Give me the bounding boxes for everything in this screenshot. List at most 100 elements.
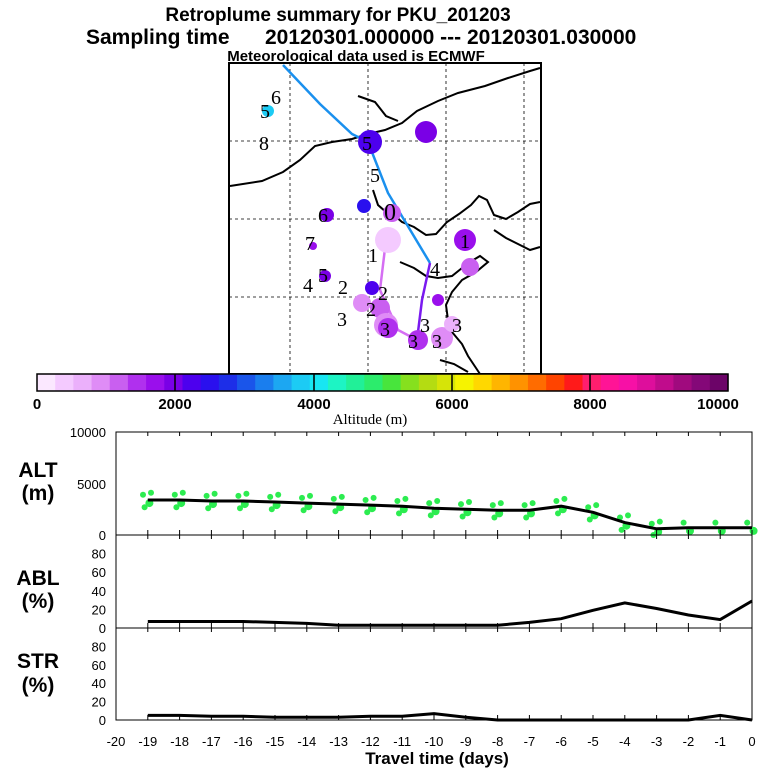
- alt-scatter-point: [173, 504, 179, 510]
- x-tick-label: -1: [714, 734, 726, 749]
- alt-scatter-point: [681, 520, 687, 526]
- x-tick-label: -20: [107, 734, 126, 749]
- colorbar-swatch: [655, 374, 674, 391]
- day-label: 4: [303, 275, 313, 297]
- day-label: 7: [305, 233, 315, 255]
- alt-scatter-point: [426, 500, 432, 506]
- colorbar-swatch: [383, 374, 402, 391]
- x-tick-label: -17: [202, 734, 221, 749]
- str-ytick-label: 0: [99, 713, 106, 728]
- alt-scatter-point: [593, 502, 599, 508]
- alt-scatter-point: [649, 521, 655, 527]
- colorbar-swatch: [73, 374, 92, 391]
- colorbar-tick-label: 2000: [158, 396, 191, 413]
- colorbar-swatch: [292, 374, 311, 391]
- alt-scatter-point: [331, 496, 337, 502]
- x-axis-title: Travel time (days): [365, 749, 509, 768]
- alt-scatter-point: [299, 495, 305, 501]
- x-tick-label: -5: [587, 734, 599, 749]
- colorbar-tick-label: 6000: [435, 396, 468, 413]
- altitude-colorbar: 0 2000 4000 6000 8000 10000 Altitude (m): [33, 374, 739, 428]
- cluster-day4-east: [461, 258, 479, 276]
- colorbar-swatch: [273, 374, 292, 391]
- alt-scatter-point: [530, 500, 536, 506]
- alt-scatter-point: [619, 527, 625, 533]
- str-ytick-label: 40: [92, 676, 106, 691]
- colorbar-swatch: [710, 374, 729, 391]
- alt-scatter-point: [237, 505, 243, 511]
- x-tick-label: 0: [748, 734, 755, 749]
- colorbar-swatch: [419, 374, 438, 391]
- colorbar-swatch: [346, 374, 365, 391]
- alt-scatter-point: [553, 498, 559, 504]
- colorbar-swatch: [546, 374, 565, 391]
- cluster-day5-east: [415, 121, 437, 143]
- day-label: 3: [337, 309, 347, 331]
- str-ytick-label: 80: [92, 639, 106, 654]
- alt-scatter-point: [363, 497, 369, 503]
- alt-scatter-point: [396, 510, 402, 516]
- sampling-time-range: 20120301.000000 --- 20120301.030000: [265, 26, 636, 49]
- alt-scatter-point: [204, 493, 210, 499]
- colorbar-swatch: [310, 374, 329, 391]
- x-tick-label: -6: [555, 734, 567, 749]
- colorbar-swatch: [92, 374, 111, 391]
- colorbar-swatch: [673, 374, 692, 391]
- cluster-day1-coast: [432, 294, 444, 306]
- abl-ytick-label: 20: [92, 602, 106, 617]
- alt-scatter-point: [394, 498, 400, 504]
- abl-panel: ABL (%) 806040200: [16, 535, 752, 636]
- alt-panel: ALT (m) 10000 5000 0: [18, 425, 757, 543]
- str-ylabel-unit: (%): [22, 674, 55, 697]
- day-label: 8: [259, 133, 269, 155]
- alt-panel-frame: [116, 432, 752, 535]
- day-label: 2: [338, 277, 348, 299]
- alt-ylabel-unit: (m): [22, 482, 55, 505]
- colorbar-swatch: [601, 374, 620, 391]
- colorbar-tick-label: 8000: [573, 396, 606, 413]
- day-label: 2: [366, 299, 376, 321]
- alt-scatter-point: [267, 494, 273, 500]
- abl-ylabel: ABL: [16, 567, 59, 590]
- day-label: 3: [452, 315, 462, 337]
- colorbar-swatches: [37, 374, 729, 391]
- day-label: 6: [318, 205, 328, 227]
- alt-scatter-point: [522, 502, 528, 508]
- alt-scatter-point: [142, 504, 148, 510]
- colorbar-title: Altitude (m): [333, 412, 408, 428]
- str-ytick-label: 20: [92, 695, 106, 710]
- colorbar-swatch: [110, 374, 129, 391]
- alt-scatter-point: [371, 495, 377, 501]
- x-tick-label: -11: [393, 734, 411, 749]
- map-panel: 5 6 8 6 5 5 0 7 1 1 4 5 4 2 2 3 2 3 3 3 …: [229, 63, 541, 374]
- alt-scatter-point: [212, 491, 218, 497]
- x-tick-label: -3: [651, 734, 663, 749]
- alt-scatter-point: [434, 498, 440, 504]
- x-tick-label: -18: [170, 734, 189, 749]
- alt-scatter-point: [460, 514, 466, 520]
- alt-scatter-point: [307, 493, 313, 499]
- colorbar-swatch: [364, 374, 383, 391]
- colorbar-swatch: [473, 374, 492, 391]
- alt-scatter-point: [498, 500, 504, 506]
- alt-xticks: [116, 432, 752, 535]
- alt-scatter-point: [205, 505, 211, 511]
- day-label: 6: [271, 87, 281, 109]
- colorbar-tick-label: 10000: [697, 396, 739, 413]
- sampling-time-label: Sampling time: [86, 26, 230, 49]
- alt-scatter-point: [657, 519, 663, 525]
- abl-line: [148, 601, 752, 625]
- alt-scatter-point: [332, 508, 338, 514]
- alt-scatter-point: [275, 492, 281, 498]
- alt-scatter-point: [490, 502, 496, 508]
- str-xticks: [116, 628, 752, 720]
- colorbar-tick-label: 0: [33, 396, 41, 413]
- day-label: 1: [368, 245, 378, 267]
- abl-ytick-label: 80: [92, 547, 106, 562]
- colorbar-tick-label: 4000: [297, 396, 330, 413]
- alt-scatter-point: [148, 490, 154, 496]
- str-line: [148, 714, 752, 720]
- colorbar-swatch: [55, 374, 74, 391]
- x-tick-label: -12: [361, 734, 380, 749]
- alt-scatter-point: [587, 517, 593, 523]
